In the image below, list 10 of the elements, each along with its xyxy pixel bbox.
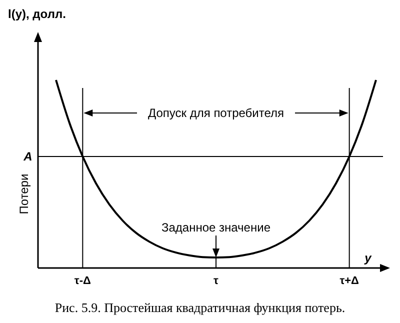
x-tick-label: τ (214, 275, 219, 287)
text: l(y), долл. (8, 7, 66, 21)
annotation: Заданное значение (161, 220, 271, 234)
x-tick-label: τ-Δ (74, 275, 91, 287)
y-axis-title: Потери (17, 174, 31, 214)
text: Рис. 5.9. Простейшая квадратичная функция потерь. (54, 300, 346, 315)
ref-line-label: A (22, 150, 32, 164)
annotation: Допуск для потребителя (148, 106, 284, 120)
x-axis-title: y (364, 251, 373, 265)
x-tick-label: τ+Δ (340, 275, 360, 287)
